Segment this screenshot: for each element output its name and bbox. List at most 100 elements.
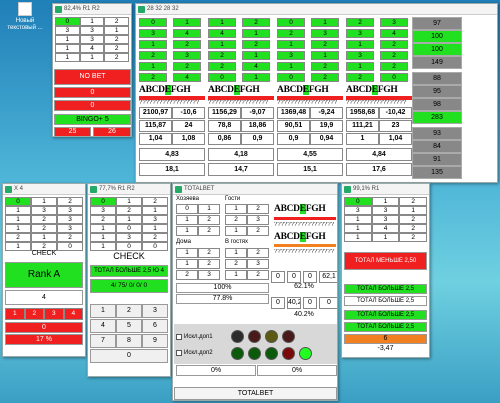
pair-right: 1 — [311, 51, 339, 60]
guests-label: Гости — [225, 196, 241, 202]
keypad-key-3[interactable]: 3 — [142, 304, 168, 318]
mini-cell: 2 — [225, 215, 247, 225]
keypad-key-4[interactable]: 4 — [90, 319, 116, 333]
rank-button[interactable]: Rank A — [5, 262, 83, 288]
number-right: 19,9 — [310, 120, 343, 132]
mini-cell: 1 — [225, 248, 247, 258]
grid-cell: 1 — [5, 242, 31, 251]
keypad-key-8[interactable]: 8 — [116, 334, 142, 348]
sum-value: 4,83 — [139, 148, 205, 161]
number-row: 1,04 1,08 — [139, 133, 205, 145]
mini-cell: 3 — [247, 215, 269, 225]
window-title-bar[interactable]: 82,4% R1 R2 — [53, 4, 131, 15]
pair-right: 2 — [242, 18, 270, 27]
number-left: 78,8 — [208, 120, 241, 132]
window-title: 28 32 28 32 — [147, 6, 179, 12]
app-icon — [55, 6, 62, 13]
number-right: 23 — [379, 120, 412, 132]
mini-cell: 2 — [198, 259, 220, 269]
right-value-column: 97 100 100 149 88 95 98 283 93 84 91 135 — [412, 17, 462, 179]
window-title-bar[interactable]: TOTALBET — [173, 184, 337, 195]
stats-column-1: 0 1 3 4 1 2 2 3 1 2 2 4 ABCDEFGH?????????????????? 21… — [139, 18, 205, 176]
window-title-bar[interactable]: X 4 — [3, 184, 85, 195]
number-left: 1369,48 — [277, 107, 310, 119]
window-title-bar[interactable]: 99,1% R1 — [342, 184, 429, 195]
red-line — [208, 96, 274, 100]
pair-right: 4 — [380, 29, 408, 38]
keypad-key-6[interactable]: 6 — [142, 319, 168, 333]
window-title: 77,7% R1 R2 — [99, 186, 135, 192]
mini-cell: 2 — [198, 248, 220, 258]
indicator-circle — [299, 347, 312, 360]
keypad-key-2[interactable]: 2 — [116, 304, 142, 318]
right-value: 98 — [412, 98, 462, 111]
letters-row: ABCDEFGH — [139, 85, 205, 95]
checkbox-box[interactable] — [176, 350, 182, 356]
pair-right: 1 — [173, 18, 201, 27]
mini-cell: 1 — [176, 248, 198, 258]
letter-C: C — [289, 85, 297, 95]
letter-A: A — [208, 85, 215, 95]
keypad-key-9[interactable]: 9 — [142, 334, 168, 348]
number-left: 1 — [346, 133, 379, 145]
window-title-bar[interactable]: 77,7% R1 R2 — [88, 184, 170, 195]
grid-cell: 1 — [399, 206, 428, 215]
question-row: ?????????????????? — [208, 100, 269, 106]
window-main-stats[interactable]: 28 32 28 32 0 1 3 4 1 2 2 3 1 2 2 4 ABCDEFGH????????… — [135, 3, 498, 183]
indicator-circle — [265, 330, 278, 343]
pair-right: 3 — [311, 29, 339, 38]
number-row: 1156,29 -9,07 — [208, 107, 274, 119]
desktop-text-file-icon[interactable]: Новый текстовый ... — [2, 2, 48, 32]
grid-cell: 2 — [142, 233, 168, 242]
number-left: 90,51 — [277, 120, 310, 132]
window-title-bar[interactable]: 28 32 28 32 — [136, 4, 497, 15]
totalbet-footer-button[interactable]: TOTALBET — [174, 387, 337, 400]
score-cell: 0 — [303, 271, 317, 283]
score-cell: 0 — [287, 271, 301, 283]
right-value: 97 — [412, 17, 462, 30]
desktop-icon-label-2: текстовый ... — [7, 25, 43, 31]
number-row: 0,9 0,94 — [277, 133, 343, 145]
keypad-key-7[interactable]: 7 — [90, 334, 116, 348]
keypad-key-1[interactable]: 1 — [90, 304, 116, 318]
pair-right: 2 — [380, 62, 408, 71]
grid-cell: 0 — [5, 197, 31, 206]
letter-E: E — [233, 85, 240, 95]
exclude-2-checkbox[interactable]: Искл.доп2 — [176, 350, 213, 356]
letter-E: E — [371, 85, 378, 95]
grid-cell: 2 — [104, 17, 130, 26]
keypad-key-5[interactable]: 5 — [116, 319, 142, 333]
app-icon — [90, 186, 97, 193]
pair-left: 2 — [139, 51, 167, 60]
mini-cell: 2 — [247, 270, 269, 280]
exclude-1-checkbox[interactable]: Искл.доп1 — [176, 334, 213, 340]
score-cell: 0 — [271, 271, 285, 283]
right-value: 100 — [412, 43, 462, 56]
grid-cell: 3 — [57, 224, 83, 233]
keypad-key-0[interactable]: 0 — [90, 349, 168, 363]
grid-cell: 1 — [55, 35, 80, 44]
checkbox-box[interactable] — [176, 334, 182, 340]
right-count: 26 — [93, 127, 131, 136]
letter-B: B — [283, 85, 290, 95]
letter-C: C — [358, 85, 366, 95]
grid-cell: 3 — [31, 206, 57, 215]
number-right: -10,6 — [172, 107, 205, 119]
grid-cell: 2 — [104, 44, 130, 53]
question-row-1: ?????????????????? — [274, 222, 335, 228]
